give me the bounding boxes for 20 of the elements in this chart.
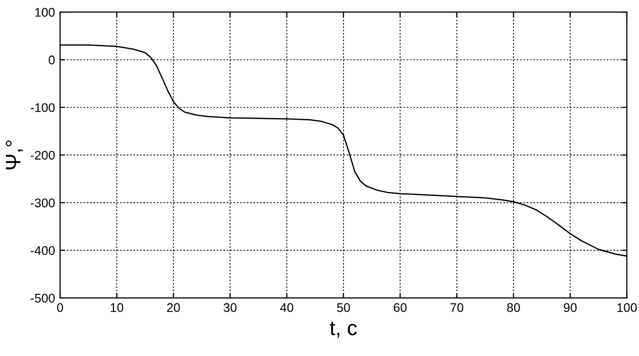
y-tick-label: 100 [35,8,55,17]
x-tick-label: 80 [507,303,520,312]
x-tick-label: 60 [394,303,407,312]
x-tick-label: 30 [224,303,237,312]
x-tick-label: 20 [167,303,180,312]
y-tick-label: -100 [30,103,55,112]
y-tick-label: -300 [30,198,55,208]
y-tick-label: -500 [30,294,55,303]
y-axis-title: Ψ,° [6,140,23,170]
x-tick-label: 90 [564,303,577,312]
x-tick-label: 40 [280,303,294,312]
x-tick-label: 10 [110,303,124,312]
y-tick-label: -400 [30,246,55,255]
x-tick-label: 100 [617,303,637,312]
x-tick-label: 0 [57,303,64,312]
y-tick-label: 0 [48,56,55,64]
y-tick-label: -200 [30,150,55,160]
x-tick-label: 50 [337,303,350,312]
x-tick-label: 70 [450,303,464,312]
x-axis-title: t, c [330,322,357,338]
